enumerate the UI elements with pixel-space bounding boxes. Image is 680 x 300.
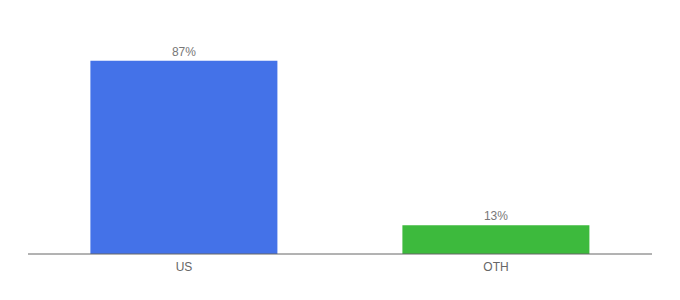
svg-text:US: US: [176, 260, 193, 274]
svg-text:OTH: OTH: [483, 260, 508, 274]
svg-text:87%: 87%: [172, 45, 196, 59]
svg-text:13%: 13%: [484, 209, 508, 223]
